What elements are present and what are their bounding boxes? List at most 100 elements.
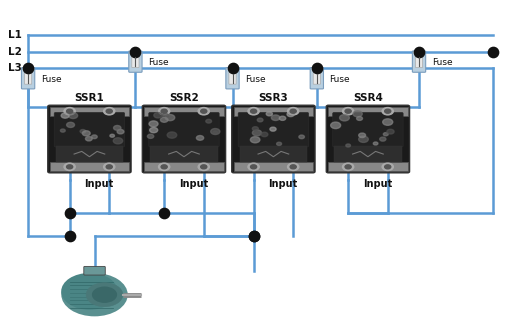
Circle shape (150, 128, 158, 133)
Point (131, 49, 140, 54)
Circle shape (104, 108, 115, 115)
Circle shape (66, 165, 73, 169)
Circle shape (201, 165, 207, 169)
Circle shape (196, 136, 204, 140)
Circle shape (345, 109, 351, 113)
Circle shape (147, 134, 154, 139)
FancyBboxPatch shape (313, 73, 320, 84)
FancyBboxPatch shape (132, 56, 139, 68)
Text: SSR1: SSR1 (75, 93, 104, 103)
Circle shape (248, 108, 259, 115)
Circle shape (113, 126, 121, 130)
FancyBboxPatch shape (229, 73, 236, 84)
Circle shape (113, 138, 123, 144)
Text: Input: Input (179, 179, 208, 189)
Text: Fuse: Fuse (41, 75, 61, 84)
Circle shape (346, 144, 351, 147)
Circle shape (250, 137, 260, 143)
Point (249, 234, 258, 239)
Circle shape (66, 122, 75, 128)
Text: L2: L2 (8, 47, 22, 57)
Circle shape (357, 117, 362, 121)
Circle shape (154, 113, 162, 118)
FancyBboxPatch shape (50, 107, 129, 116)
Text: Input: Input (84, 179, 113, 189)
Point (489, 49, 497, 54)
FancyBboxPatch shape (226, 68, 239, 89)
Circle shape (387, 129, 394, 134)
FancyBboxPatch shape (142, 105, 226, 173)
FancyBboxPatch shape (48, 105, 131, 173)
Circle shape (85, 137, 92, 141)
FancyBboxPatch shape (145, 107, 224, 116)
Circle shape (276, 142, 282, 146)
Point (249, 234, 258, 239)
Text: Fuse: Fuse (148, 58, 169, 67)
Circle shape (167, 132, 177, 138)
FancyBboxPatch shape (56, 146, 123, 162)
Point (415, 49, 423, 54)
FancyBboxPatch shape (328, 162, 408, 171)
Circle shape (382, 108, 393, 115)
Circle shape (61, 113, 69, 118)
Circle shape (287, 112, 294, 117)
Point (160, 210, 168, 216)
Circle shape (82, 131, 90, 136)
Circle shape (92, 286, 117, 303)
Circle shape (280, 116, 286, 121)
Circle shape (110, 134, 114, 137)
Text: L1: L1 (8, 30, 22, 40)
Circle shape (198, 108, 210, 115)
Text: Fuse: Fuse (432, 58, 452, 67)
Circle shape (80, 130, 86, 133)
Point (65, 234, 74, 239)
Text: SSR4: SSR4 (353, 93, 383, 103)
FancyBboxPatch shape (21, 68, 35, 89)
FancyBboxPatch shape (54, 113, 125, 147)
Circle shape (261, 132, 268, 137)
FancyBboxPatch shape (333, 113, 403, 147)
FancyBboxPatch shape (240, 146, 307, 162)
Circle shape (385, 165, 391, 169)
Circle shape (252, 127, 259, 131)
Circle shape (198, 163, 210, 170)
Circle shape (106, 109, 112, 113)
Circle shape (117, 130, 124, 134)
Circle shape (270, 127, 276, 131)
Circle shape (158, 108, 170, 115)
Circle shape (60, 129, 65, 132)
Circle shape (158, 163, 170, 170)
Circle shape (165, 115, 175, 121)
Circle shape (91, 135, 97, 139)
Circle shape (290, 109, 296, 113)
Circle shape (380, 137, 386, 141)
FancyBboxPatch shape (310, 68, 323, 89)
FancyBboxPatch shape (145, 162, 224, 171)
Circle shape (266, 112, 272, 116)
Text: L3: L3 (8, 63, 22, 73)
Circle shape (61, 273, 118, 310)
FancyBboxPatch shape (412, 51, 426, 72)
Circle shape (161, 165, 167, 169)
Circle shape (359, 133, 365, 138)
Circle shape (271, 115, 280, 121)
Circle shape (161, 109, 167, 113)
FancyBboxPatch shape (234, 162, 313, 171)
Circle shape (385, 109, 391, 113)
Circle shape (288, 163, 299, 170)
FancyBboxPatch shape (234, 107, 313, 116)
Circle shape (374, 142, 378, 145)
Circle shape (359, 136, 368, 143)
Circle shape (162, 114, 169, 118)
Circle shape (383, 119, 393, 125)
Text: Fuse: Fuse (245, 75, 266, 84)
Point (65, 210, 74, 216)
Circle shape (211, 129, 220, 135)
Circle shape (106, 165, 112, 169)
Circle shape (61, 273, 128, 316)
Circle shape (290, 165, 296, 169)
Circle shape (345, 165, 351, 169)
Text: Fuse: Fuse (330, 75, 350, 84)
Circle shape (382, 163, 393, 170)
FancyBboxPatch shape (238, 113, 309, 147)
